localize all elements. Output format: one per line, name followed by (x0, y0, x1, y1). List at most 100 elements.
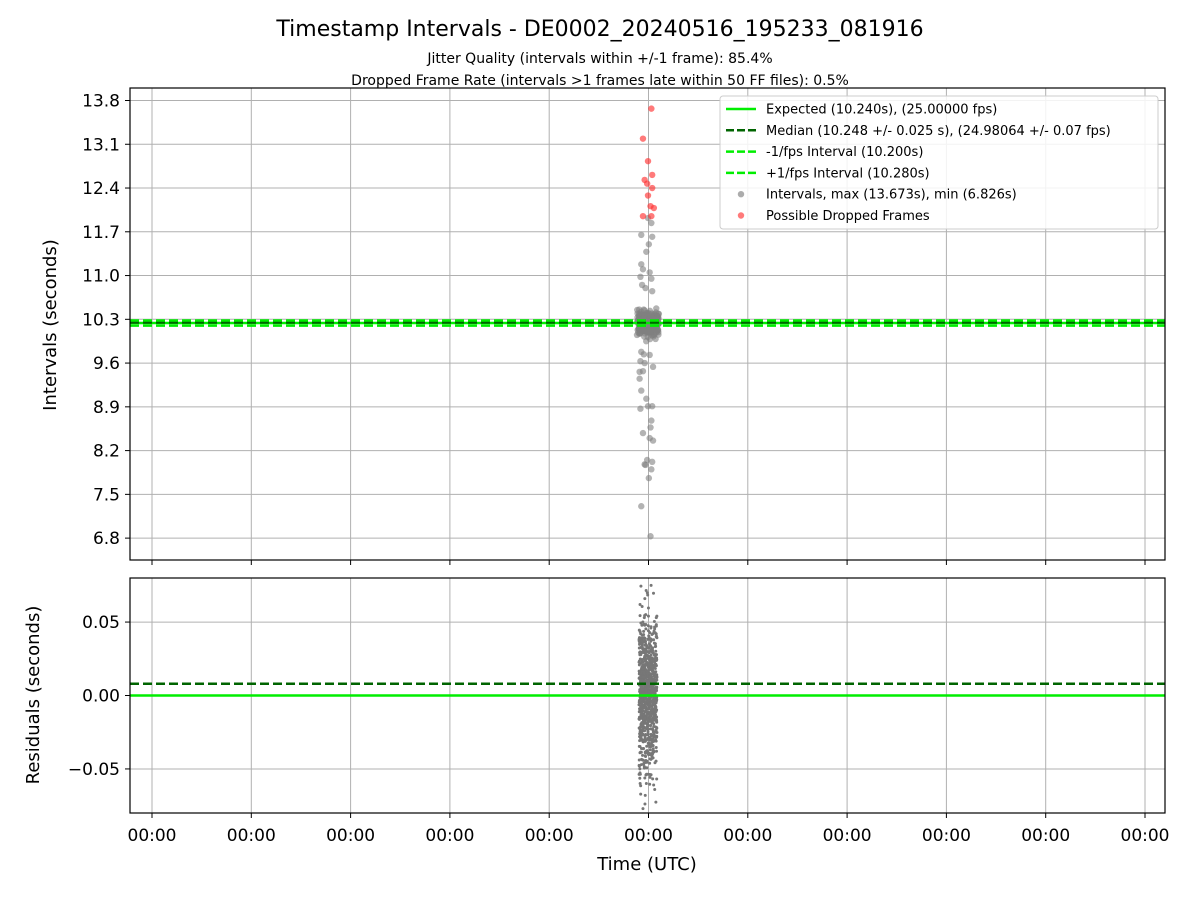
interval-point (649, 233, 656, 240)
residual-point (655, 674, 659, 678)
residual-point (646, 706, 650, 710)
residual-point (646, 741, 650, 745)
residual-point (653, 730, 657, 734)
residual-point (644, 688, 648, 692)
residual-point (638, 781, 642, 785)
dropped-frame-point (648, 212, 655, 220)
residual-point (639, 584, 643, 588)
residual-point (650, 669, 654, 673)
residual-point (640, 667, 644, 671)
residual-point (644, 781, 648, 785)
residual-point (655, 719, 659, 723)
intervals-panel: 6.8 7.5 8.2 8.9 9.6 10.3 11.0 11.7 12.4 13.1 13.8 E… (82, 87, 1166, 565)
legend-entry-label: Intervals, max (13.673s), min (6.826s) (766, 188, 1017, 203)
residual-point (646, 718, 650, 722)
residual-point (654, 759, 658, 763)
dropped-frame-point (639, 135, 647, 142)
residual-point (638, 614, 642, 618)
residual-point (650, 665, 654, 669)
interval-point (641, 359, 648, 367)
chart-subtitle-jitter: Jitter Quality (intervals within +/-1 fr… (426, 51, 772, 67)
residual-point (643, 654, 647, 658)
residual-point (643, 597, 647, 601)
residual-point (645, 713, 649, 717)
residual-point (646, 690, 650, 694)
residual-point (638, 751, 642, 755)
residual-point (653, 666, 657, 670)
interval-point (649, 287, 656, 295)
residual-point (648, 738, 652, 742)
residual-point (654, 664, 658, 668)
residual-point (641, 664, 645, 668)
residual-point (641, 660, 645, 664)
legend-swatch-dot (737, 212, 745, 219)
interval-point (643, 456, 651, 464)
residual-point (642, 670, 646, 674)
residual-point (640, 704, 644, 708)
residual-point (640, 605, 644, 609)
residual-point (655, 678, 659, 682)
residual-point (654, 746, 658, 750)
residual-point (651, 632, 655, 636)
interval-point (640, 351, 647, 358)
residual-point (642, 616, 646, 620)
residual-point (646, 729, 650, 733)
dropped-frame-point (649, 184, 656, 192)
residual-point (643, 706, 647, 710)
interval-point (638, 387, 645, 394)
residual-point (651, 739, 655, 743)
residual-point (652, 657, 656, 661)
residual-point (637, 637, 641, 641)
bottom-plot-frame (129, 577, 1166, 814)
x-tick-label: 00:00 (128, 826, 177, 846)
interval-point (643, 248, 650, 255)
interval-point (648, 417, 655, 424)
dropped-frame-point (650, 204, 658, 212)
residual-point (637, 717, 641, 721)
residual-point (648, 678, 652, 682)
legend: Expected (10.240s), (25.00000 fps) Median… (719, 95, 1159, 230)
residual-point (648, 745, 652, 749)
top-y-tick-label: 10.3 (82, 310, 120, 330)
residual-point (651, 727, 655, 731)
interval-point (639, 266, 647, 273)
residual-point (639, 738, 643, 742)
residual-point (650, 689, 654, 693)
interval-point (634, 310, 641, 317)
residual-point (655, 614, 659, 618)
residual-point (646, 614, 650, 618)
interval-point (639, 368, 647, 375)
residual-point (638, 642, 642, 646)
residual-point (643, 643, 647, 647)
interval-point (638, 503, 645, 510)
interval-point (642, 284, 649, 292)
interval-point (648, 466, 655, 473)
interval-point (647, 424, 654, 431)
interval-point (634, 326, 641, 334)
residual-point (653, 627, 657, 631)
residual-point (646, 606, 650, 610)
top-plot-frame (129, 87, 1166, 561)
residual-point (655, 636, 659, 640)
x-tick-label: 00:00 (326, 826, 375, 846)
top-y-tick-label: 9.6 (93, 354, 120, 374)
residuals-panel: 00:00 00:00 00:00 00:00 00:00 00:00 00:00 00:00… (68, 577, 1170, 846)
residual-point (640, 639, 644, 643)
residual-point (652, 697, 656, 701)
residual-point (637, 772, 641, 776)
residual-point (638, 707, 642, 711)
residual-point (655, 730, 659, 734)
residual-point (648, 631, 652, 635)
legend-entry-label: -1/fps Interval (10.200s) (766, 145, 923, 160)
residual-point (655, 715, 659, 719)
residual-point (643, 719, 647, 723)
residual-point (643, 650, 647, 654)
interval-point (637, 273, 644, 280)
residual-point (638, 650, 642, 654)
legend-box (719, 95, 1159, 230)
dropped-frame-point (639, 212, 647, 220)
chart-title: Timestamp Intervals - DE0002_20240516_19… (275, 17, 923, 42)
residual-point (655, 656, 659, 660)
residual-point (646, 686, 650, 690)
residual-point (649, 753, 653, 757)
